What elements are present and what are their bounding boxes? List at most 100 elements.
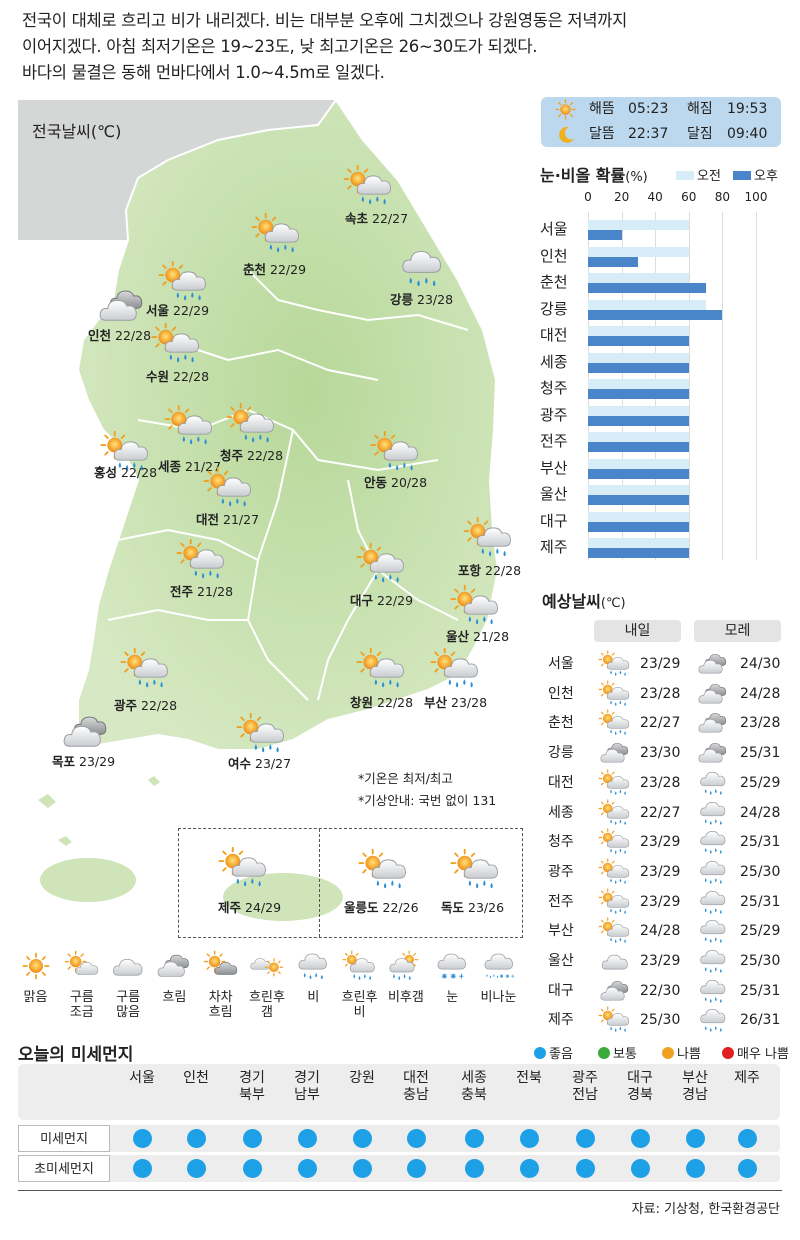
city-name: 춘천 bbox=[243, 262, 267, 277]
partly-cloudy-rain-icon bbox=[598, 650, 630, 676]
forecast-temp-dayafter: 24/30 bbox=[740, 656, 781, 672]
city-name: 광주 bbox=[114, 698, 138, 713]
legend-label: 구름 bbox=[116, 990, 141, 1005]
rain-icon bbox=[700, 801, 726, 825]
forecast-temp-dayafter: 25/30 bbox=[740, 953, 781, 969]
precip-bar-am bbox=[588, 511, 689, 522]
partly-cloudy-rain-icon bbox=[120, 647, 168, 688]
dust-region-label: 대구 경북 bbox=[627, 1070, 653, 1103]
cloud-icon bbox=[113, 958, 143, 976]
dust-title: 오늘의 미세먼지 bbox=[18, 1045, 134, 1065]
moonrise-time: 22:37 bbox=[628, 126, 669, 142]
city-temp: 23/27 bbox=[255, 756, 292, 771]
precip-bar-pm bbox=[588, 415, 689, 426]
precip-bar-am bbox=[588, 220, 689, 230]
dust-legend-dot bbox=[598, 1047, 610, 1059]
legend-label-2: 흐림 bbox=[208, 1005, 233, 1020]
forecast-city: 부산 bbox=[548, 923, 574, 940]
legend-label: 비나눈 bbox=[480, 990, 517, 1005]
weather-legend-item: 비 bbox=[291, 950, 336, 1005]
forecast-temp-tomorrow: 23/30 bbox=[640, 745, 681, 762]
city-name: 인천 bbox=[88, 328, 112, 343]
forecast-city: 서울 bbox=[548, 656, 574, 672]
city-temp: 22/28 bbox=[115, 328, 152, 343]
peninsula-map bbox=[38, 100, 500, 921]
partly-cloudy-rain-icon bbox=[598, 1006, 630, 1033]
pm25-dot bbox=[407, 1159, 426, 1178]
city-label-1: 춘천 22/29 bbox=[243, 259, 306, 278]
city-name: 울릉도 bbox=[344, 900, 379, 915]
snow-icon bbox=[437, 953, 467, 980]
precip-chart: 0 20 40 60 80 100 서울 인천 춘천 강릉 대전 세종 청주 광주 전주 부산 울산 대구 제주 bbox=[540, 190, 790, 570]
legend-label: 비후갬 bbox=[387, 990, 424, 1005]
pm10-dot bbox=[353, 1129, 372, 1148]
pm25-dot bbox=[576, 1159, 595, 1178]
city-temp: 22/27 bbox=[372, 211, 409, 226]
forecast-city: 광주 bbox=[548, 863, 574, 880]
dust-legend-item: 좋음 bbox=[534, 1043, 573, 1062]
rain-or-snow-icon bbox=[484, 953, 514, 979]
pm10-dot bbox=[407, 1129, 426, 1148]
dust-region-label: 경기 북부 bbox=[239, 1070, 265, 1103]
city-temp: 22/26 bbox=[382, 900, 419, 915]
forecast-city: 세종 bbox=[548, 804, 574, 821]
weather-legend-item: 흐린후 갬 bbox=[245, 950, 290, 1020]
precip-city-label: 전주 bbox=[540, 432, 568, 450]
partly-cloudy-rain-icon bbox=[598, 709, 630, 736]
summary-text: 전국이 대체로 흐리고 비가 내리겠다. 비는 대부분 오후에 그치겠으나 강원… bbox=[22, 8, 782, 86]
precip-city-label: 대전 bbox=[540, 326, 568, 344]
forecast-city: 전주 bbox=[548, 893, 574, 910]
city-label-16: 창원 22/28 bbox=[350, 692, 413, 711]
pm25-dot bbox=[738, 1159, 757, 1178]
partly-cloudy-rain-icon bbox=[463, 516, 511, 557]
overcast-icon bbox=[698, 654, 727, 674]
legend-label-2: 조금 bbox=[69, 1005, 94, 1020]
precip-city-label: 광주 bbox=[540, 405, 568, 424]
rain-icon bbox=[700, 771, 726, 795]
city-temp: 22/29 bbox=[173, 303, 210, 318]
forecast-temp-dayafter: 25/31 bbox=[740, 834, 781, 851]
partly-cloudy-rain-icon bbox=[251, 212, 299, 253]
pm25-dot bbox=[187, 1159, 206, 1178]
legend-label-2: 갬 bbox=[261, 1005, 273, 1020]
summary-line: 이어지겠다. 아침 최저기온은 19~23도, 낮 최고기온은 26~30도가 … bbox=[22, 37, 538, 56]
city-temp: 21/27 bbox=[185, 459, 222, 474]
city-name: 홍성 bbox=[94, 465, 118, 480]
legend-label-2: 많음 bbox=[116, 1005, 141, 1020]
city-label-7: 청주 22/28 bbox=[220, 445, 283, 464]
pm25-row-label: 초미세먼지 bbox=[18, 1155, 110, 1182]
dust-region-label: 제주 bbox=[734, 1070, 760, 1086]
forecast-temp-dayafter: 25/30 bbox=[740, 863, 781, 880]
legend-am: 오전 bbox=[676, 165, 721, 184]
cloud-then-sun-icon bbox=[250, 958, 284, 977]
rain-icon bbox=[700, 890, 726, 914]
forecast-row: 춘천 22/27 23/28 bbox=[548, 709, 788, 736]
bottom-rule bbox=[18, 1190, 782, 1191]
partly-cloudy-rain-icon bbox=[356, 647, 404, 688]
dust-region-label: 인천 bbox=[183, 1070, 209, 1086]
forecast-row: 청주 23/29 25/31 bbox=[548, 828, 788, 855]
partly-cloudy-rain-icon bbox=[356, 542, 404, 583]
precip-city-label: 춘천 bbox=[540, 273, 568, 291]
dust-legend-dot bbox=[662, 1047, 674, 1059]
partly-cloudy-rain-icon bbox=[370, 430, 418, 471]
precip-bar-pm bbox=[588, 389, 689, 399]
city-temp: 23/28 bbox=[417, 292, 454, 307]
city-temp: 22/28 bbox=[247, 448, 284, 463]
city-label-2: 강릉 23/28 bbox=[390, 289, 453, 308]
forecast-temp-dayafter: 25/31 bbox=[740, 982, 781, 999]
forecast-temp-dayafter: 24/28 bbox=[740, 685, 781, 702]
partly-cloudy-rain-icon bbox=[598, 680, 630, 706]
city-label-4: 인천 22/28 bbox=[88, 325, 151, 344]
partly-cloudy-rain-icon bbox=[203, 466, 251, 507]
precip-tick: 100 bbox=[744, 190, 768, 204]
precip-bar-am bbox=[588, 352, 689, 363]
precip-bar-pm bbox=[588, 283, 706, 293]
sun-row: 해뜸 05:23 해짐 19:53 bbox=[541, 97, 781, 122]
forecast-temp-tomorrow: 23/29 bbox=[640, 656, 681, 672]
precip-city-label: 부산 bbox=[540, 458, 568, 477]
precip-bar-am bbox=[588, 405, 689, 416]
city-name: 속초 bbox=[345, 211, 369, 226]
city-temp: 23/28 bbox=[451, 695, 488, 710]
city-temp: 20/28 bbox=[391, 475, 428, 490]
